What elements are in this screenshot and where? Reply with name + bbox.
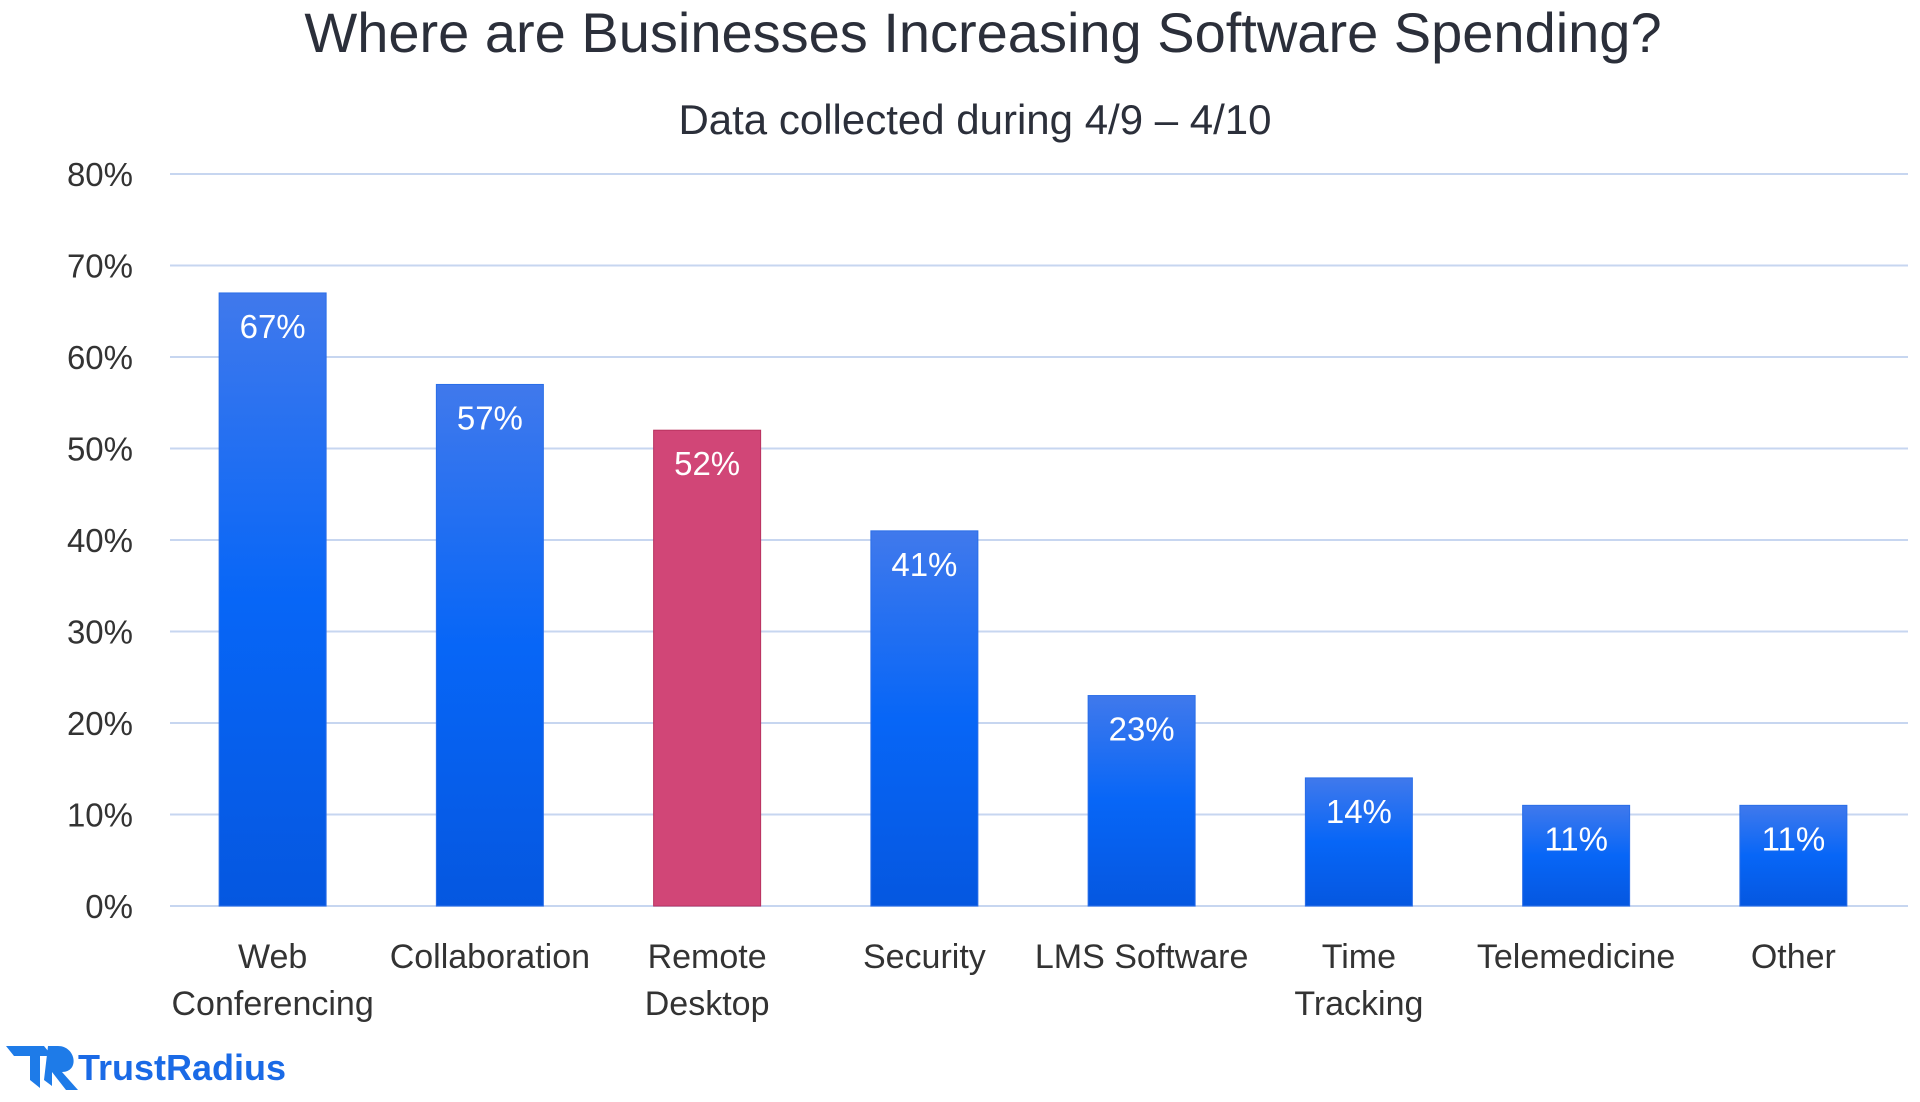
data-label: 41% bbox=[891, 546, 957, 583]
x-tick-label: Tracking bbox=[1294, 985, 1423, 1023]
y-tick-label: 0% bbox=[85, 888, 133, 925]
x-tick-label: Desktop bbox=[645, 985, 770, 1023]
y-tick-label: 20% bbox=[67, 705, 133, 742]
data-label: 14% bbox=[1326, 793, 1392, 830]
bar bbox=[1522, 804, 1631, 907]
gridlines bbox=[170, 173, 1908, 907]
x-tick-label: Time bbox=[1322, 938, 1396, 976]
x-tick-label: Collaboration bbox=[390, 938, 590, 976]
bar bbox=[653, 429, 762, 907]
x-axis-labels: Web Conferencing Collaboration Remote Deskto… bbox=[172, 938, 1836, 1023]
x-tick-label: Security bbox=[863, 938, 986, 976]
bar bbox=[218, 292, 327, 907]
y-tick-label: 40% bbox=[67, 522, 133, 559]
y-tick-label: 50% bbox=[67, 431, 133, 468]
data-label: 11% bbox=[1762, 820, 1826, 857]
chart-subtitle: Data collected during 4/9 – 4/10 bbox=[678, 96, 1271, 143]
bar bbox=[435, 383, 544, 907]
y-tick-label: 70% bbox=[67, 248, 133, 285]
bar bbox=[1739, 804, 1848, 907]
y-tick-label: 10% bbox=[67, 797, 133, 834]
data-label: 23% bbox=[1109, 711, 1175, 748]
x-tick-label: Other bbox=[1751, 938, 1836, 976]
logo-mark-icon bbox=[6, 1046, 78, 1090]
data-label: 57% bbox=[457, 399, 523, 436]
x-tick-label: Telemedicine bbox=[1477, 938, 1675, 976]
x-tick-label: LMS Software bbox=[1035, 938, 1249, 976]
logo-text: TrustRadius bbox=[78, 1047, 286, 1088]
bar bbox=[1087, 695, 1196, 907]
x-tick-label: Web bbox=[238, 938, 307, 976]
y-tick-label: 60% bbox=[67, 339, 133, 376]
y-axis-ticks: 0% 10% 20% 30% 40% 50% 60% 70% 80% bbox=[67, 156, 133, 925]
chart-title: Where are Businesses Increasing Software… bbox=[304, 1, 1661, 64]
x-tick-label: Remote bbox=[648, 938, 767, 976]
bar bbox=[870, 530, 979, 907]
bar bbox=[1304, 777, 1413, 907]
trustradius-logo: TrustRadius bbox=[6, 1046, 286, 1090]
data-label: 67% bbox=[240, 308, 306, 345]
bars: 67% 57% 52% 41% 23% 14% 11% 11% bbox=[218, 292, 1848, 907]
x-tick-label: Conferencing bbox=[172, 985, 374, 1023]
y-tick-label: 80% bbox=[67, 156, 133, 193]
y-tick-label: 30% bbox=[67, 614, 133, 651]
data-label: 11% bbox=[1544, 820, 1608, 857]
data-label: 52% bbox=[674, 445, 740, 482]
